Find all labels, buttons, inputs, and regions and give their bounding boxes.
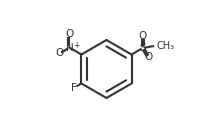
Text: O: O <box>139 30 147 41</box>
Text: N: N <box>66 43 73 53</box>
Text: S: S <box>140 43 146 53</box>
Text: -: - <box>63 48 66 57</box>
Text: O: O <box>55 48 63 59</box>
Text: O: O <box>65 29 73 39</box>
Text: O: O <box>144 52 153 62</box>
Text: +: + <box>73 41 79 50</box>
Text: F: F <box>71 83 77 93</box>
Text: CH₃: CH₃ <box>157 41 175 51</box>
